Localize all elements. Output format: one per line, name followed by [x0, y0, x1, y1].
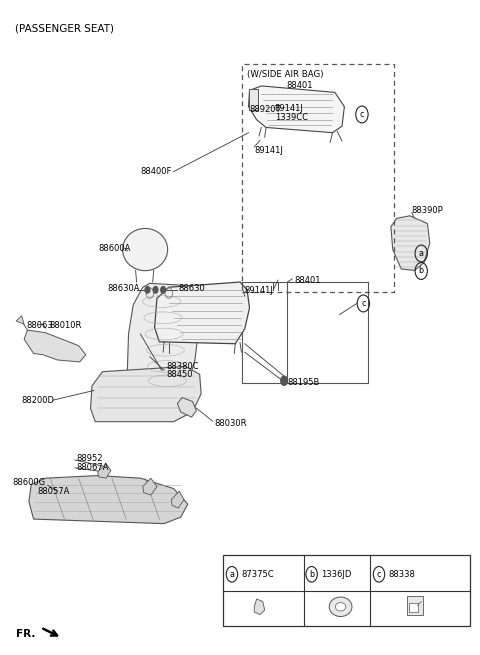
Text: 89141J: 89141J: [245, 286, 274, 295]
Text: 89141J: 89141J: [254, 145, 283, 155]
Ellipse shape: [122, 229, 168, 271]
Circle shape: [281, 376, 288, 385]
Text: 88380C: 88380C: [167, 362, 199, 371]
Text: a: a: [419, 249, 424, 258]
Text: 1339CC: 1339CC: [275, 113, 308, 122]
Circle shape: [145, 287, 150, 293]
Bar: [242, 64, 394, 291]
Text: 88450: 88450: [167, 371, 193, 379]
Polygon shape: [29, 476, 188, 523]
Text: 88010R: 88010R: [49, 321, 82, 330]
Text: 88401: 88401: [286, 81, 312, 90]
Text: 88200D: 88200D: [22, 396, 55, 405]
Polygon shape: [249, 86, 344, 133]
Polygon shape: [97, 464, 111, 478]
Text: 88600A: 88600A: [98, 244, 131, 253]
Text: 88600G: 88600G: [12, 477, 46, 487]
Text: (PASSENGER SEAT): (PASSENGER SEAT): [14, 24, 114, 34]
Bar: [407, 596, 423, 614]
Text: 88920T: 88920T: [249, 105, 280, 114]
Text: 89141J: 89141J: [275, 104, 303, 113]
Text: 88401: 88401: [295, 276, 321, 284]
Text: b: b: [419, 267, 424, 276]
Text: 87375C: 87375C: [241, 570, 274, 579]
Text: 88400F: 88400F: [140, 167, 172, 176]
Polygon shape: [91, 366, 201, 422]
Polygon shape: [178, 398, 196, 417]
Circle shape: [153, 287, 158, 293]
Text: 88338: 88338: [388, 570, 415, 579]
Text: c: c: [360, 110, 364, 119]
Bar: [409, 603, 418, 612]
Text: c: c: [377, 570, 381, 579]
Circle shape: [161, 287, 166, 293]
Polygon shape: [143, 478, 157, 495]
Polygon shape: [391, 215, 430, 271]
Text: 88630: 88630: [179, 284, 205, 293]
Text: 88057A: 88057A: [37, 487, 70, 496]
Polygon shape: [171, 491, 184, 508]
Polygon shape: [254, 599, 264, 614]
Text: c: c: [361, 299, 366, 308]
Text: 88952: 88952: [76, 454, 103, 463]
Text: FR.: FR.: [16, 629, 36, 639]
Text: a: a: [229, 570, 234, 579]
Polygon shape: [24, 330, 86, 362]
Ellipse shape: [329, 597, 352, 616]
Ellipse shape: [336, 603, 346, 611]
Text: 88063: 88063: [26, 321, 53, 330]
Text: 88630A: 88630A: [107, 284, 140, 293]
Polygon shape: [127, 284, 200, 402]
Text: 1336JD: 1336JD: [321, 570, 351, 579]
Polygon shape: [16, 316, 24, 324]
Text: 88067A: 88067A: [76, 462, 109, 472]
Bar: [223, 555, 470, 626]
Bar: [249, 89, 258, 110]
Text: 88030R: 88030R: [214, 419, 246, 428]
Text: 88195B: 88195B: [288, 378, 320, 387]
Text: b: b: [309, 570, 314, 579]
Text: (W/SIDE AIR BAG): (W/SIDE AIR BAG): [247, 69, 324, 79]
Polygon shape: [155, 282, 250, 344]
Text: 88390P: 88390P: [412, 206, 444, 215]
